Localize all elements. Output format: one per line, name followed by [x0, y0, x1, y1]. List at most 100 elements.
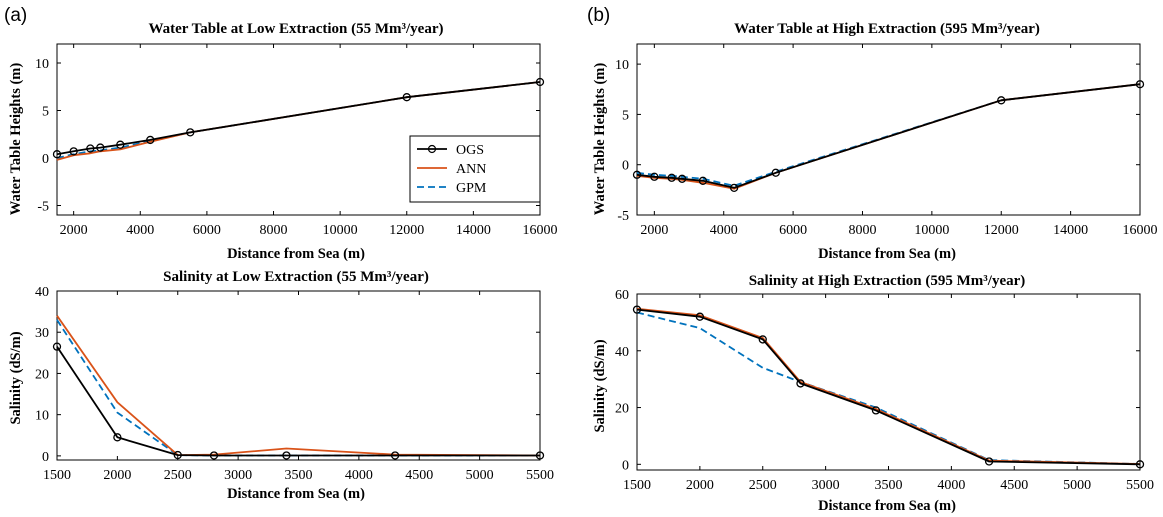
data-point-ogs [729, 183, 739, 192]
data-point-ogs [997, 96, 1006, 105]
y-tick-label: 40 [615, 345, 629, 360]
x-tick-label: 6000 [193, 223, 221, 238]
data-point-ogs [173, 450, 182, 460]
data-point-ogs [390, 451, 400, 460]
x-tick-label: 4000 [345, 468, 373, 483]
data-point-ogs [771, 168, 780, 177]
legend: OGS ANN GPM [409, 135, 541, 203]
data-point-ogs [209, 451, 219, 460]
y-tick-label: 5 [42, 105, 49, 120]
legend-label-ogs: OGS [456, 143, 484, 158]
y-tick-label: 5 [622, 108, 629, 123]
x-tick-label: 16000 [523, 223, 558, 238]
axes-box [56, 290, 541, 461]
y-tick-label: 10 [615, 58, 629, 73]
x-tick-label: 14000 [456, 223, 491, 238]
data-point-ogs [282, 451, 291, 460]
data-point-ogs [146, 135, 155, 145]
data-point-ogs [632, 305, 642, 314]
x-axis-label: Distance from Sea (m) [818, 246, 956, 262]
y-tick-label: 0 [42, 450, 49, 465]
series-line-gpm [56, 81, 541, 159]
data-point-ogs [1135, 460, 1145, 469]
x-tick-label: 12000 [984, 223, 1019, 238]
chart-title: Salinity at High Extraction (595 Mm³/yea… [749, 273, 1026, 289]
data-point-ogs [186, 128, 195, 137]
y-axis-label: Salinity (dS/m) [8, 331, 24, 424]
x-tick-label: 6000 [779, 223, 807, 238]
x-tick-label: 4000 [710, 223, 738, 238]
axes-box [56, 43, 541, 216]
x-tick-label: 1500 [623, 478, 651, 493]
data-point-ogs [650, 172, 659, 181]
x-tick-label: 2500 [164, 468, 192, 483]
x-axis-label: Distance from Sea (m) [227, 486, 365, 502]
x-tick-label: 12000 [389, 223, 424, 238]
x-tick-label: 4000 [126, 223, 154, 238]
x-tick-label: 10000 [914, 223, 949, 238]
data-point-ogs [698, 176, 708, 185]
x-tick-label: 8000 [848, 223, 876, 238]
series-line-ogs [56, 346, 540, 457]
data-point-ogs [535, 451, 545, 460]
data-point-ogs [677, 174, 687, 183]
data-point-ogs [402, 93, 411, 102]
series-line-ogs [56, 81, 541, 156]
x-tick-label: 16000 [1123, 223, 1158, 238]
x-tick-label: 3000 [812, 478, 840, 493]
x-axis-label: Distance from Sea (m) [227, 246, 365, 262]
data-point-ogs [113, 433, 122, 442]
x-tick-label: 3500 [285, 468, 313, 483]
y-tick-label: 40 [35, 285, 49, 300]
data-point-ogs [86, 144, 95, 153]
data-point-ogs [758, 335, 767, 344]
legend-label-gpm: GPM [456, 181, 487, 196]
x-tick-label: 1500 [43, 468, 71, 483]
data-point-ogs [796, 379, 805, 388]
data-point-ogs [632, 170, 642, 179]
legend-box [409, 135, 541, 203]
panel-label-b: (b) [587, 5, 610, 26]
y-tick-label: 20 [615, 402, 629, 417]
x-tick-label: 5000 [1063, 478, 1091, 493]
data-point-ogs [116, 140, 125, 149]
data-point-ogs [535, 77, 545, 87]
chart-salinity-low: Salinity at Low Extraction (55 Mm³/year)… [8, 269, 554, 502]
x-tick-label: 5500 [1126, 478, 1154, 493]
x-tick-label: 14000 [1053, 223, 1088, 238]
chart-salinity-high: Salinity at High Extraction (595 Mm³/yea… [592, 273, 1154, 514]
series-line-gpm [636, 83, 1141, 187]
chart-water-table-low: Water Table at Low Extraction (55 Mm³/ye… [8, 21, 558, 262]
legend-marker-ogs [427, 144, 437, 154]
data-point-ogs [695, 312, 705, 321]
series-line-ann [636, 307, 1141, 465]
chart-title: Water Table at High Extraction (595 Mm³/… [734, 21, 1040, 37]
axes-box [636, 43, 1141, 216]
x-tick-label: 3500 [875, 478, 903, 493]
y-tick-label: 60 [615, 288, 629, 303]
x-tick-label: 5000 [466, 468, 494, 483]
series-line-ogs [636, 83, 1141, 189]
data-point-ogs [984, 457, 994, 466]
series-line-gpm [56, 319, 540, 457]
x-tick-label: 4500 [1000, 478, 1028, 493]
y-tick-label: -5 [617, 209, 629, 224]
y-axis-label: Water Table Heights (m) [592, 63, 608, 216]
y-tick-label: -5 [37, 200, 49, 215]
y-axis-label: Salinity (dS/m) [592, 339, 608, 432]
y-tick-label: 20 [35, 367, 49, 382]
x-tick-label: 4500 [405, 468, 433, 483]
data-point-ogs [871, 406, 881, 415]
x-tick-label: 10000 [323, 223, 358, 238]
y-tick-label: 30 [35, 326, 49, 341]
x-tick-label: 2000 [640, 223, 668, 238]
y-tick-label: 10 [35, 409, 49, 424]
data-point-ogs [52, 150, 62, 159]
x-axis-label: Distance from Sea (m) [818, 498, 956, 514]
data-point-ogs [69, 147, 78, 156]
chart-title: Salinity at Low Extraction (55 Mm³/year) [163, 269, 429, 285]
series-line-gpm [636, 311, 1141, 465]
series-line-ann [56, 315, 541, 457]
x-tick-label: 3000 [224, 468, 252, 483]
